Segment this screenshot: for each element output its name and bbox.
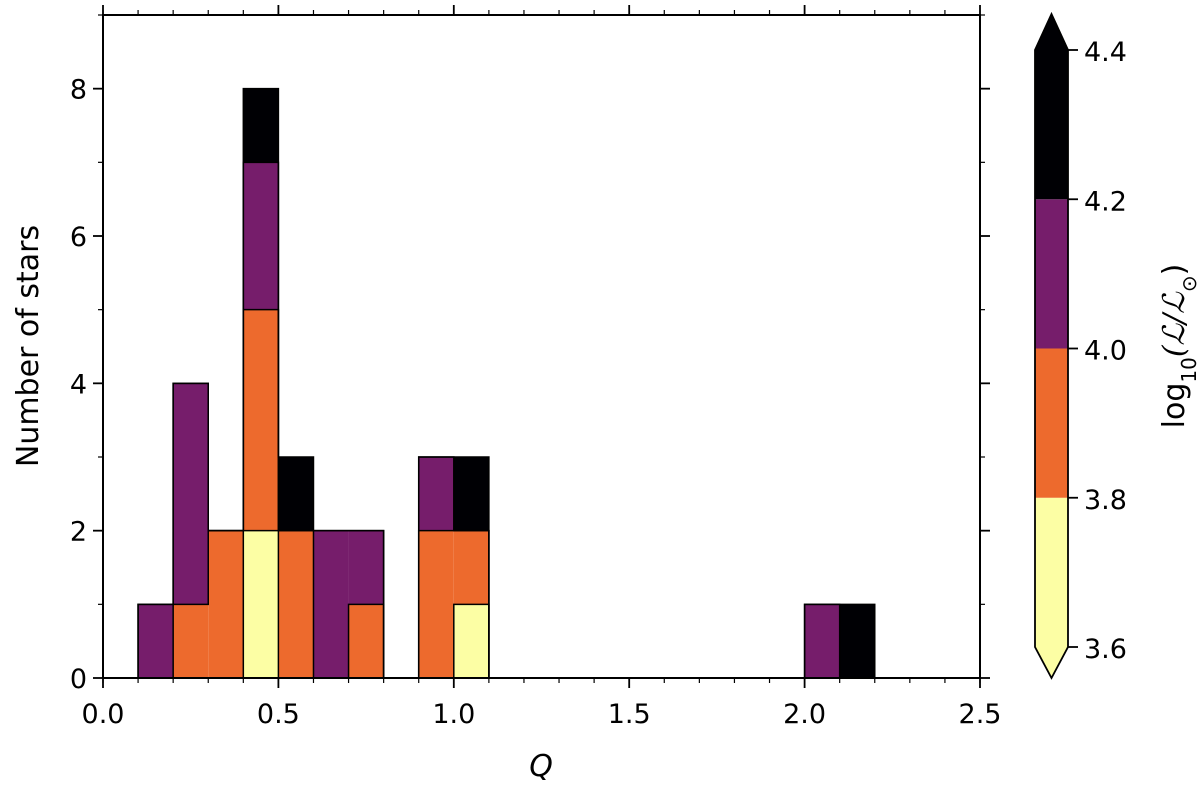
- bar-segment-3-5: [278, 457, 314, 531]
- x-tick-label: 2.0: [783, 699, 826, 730]
- bar-segment-3-4: [243, 88, 279, 163]
- colorbar-segment: [1035, 348, 1068, 498]
- bar-layer: [103, 87, 945, 679]
- colorbar-segment: [1035, 50, 1068, 200]
- x-tick-label: 2.5: [959, 699, 1002, 730]
- bar-outline-3: [103, 87, 945, 679]
- x-tick-label: 1.0: [432, 699, 475, 730]
- colorbar-tick-label: 4.0: [1084, 336, 1127, 367]
- colorbar: 3.6 3.8 4.0 4.2 4.4: [1034, 11, 1127, 680]
- bar-segment-2-7: [348, 530, 384, 605]
- bar-segment-1-9: [418, 530, 454, 678]
- x-tick-label: 1.5: [608, 699, 651, 730]
- bar-segment-2-9: [418, 457, 454, 531]
- bar-segment-1-5: [278, 530, 314, 678]
- bar-segment-2-4: [243, 162, 279, 310]
- bar-segment-1-10: [453, 530, 489, 605]
- x-tick-label: 0.0: [82, 699, 125, 730]
- colorbar-segment: [1035, 497, 1068, 647]
- colorbar-extend-min: [1035, 647, 1068, 678]
- bar-segment-2-2: [173, 383, 209, 605]
- colorbar-segment: [1035, 199, 1068, 349]
- bar-segment-2-20: [804, 604, 840, 678]
- y-tick-label: 8: [70, 75, 87, 106]
- bar-segment-3-10: [453, 457, 489, 531]
- colorbar-label: log10(ℒ/ℒ⊙): [1157, 264, 1200, 429]
- y-tick-label: 4: [70, 369, 87, 400]
- tick-layer: 0.0 0.5 1.0 1.5 2.0 2.5 0 2 4 6 8: [70, 5, 1002, 730]
- bar-segment-1-7: [348, 604, 384, 678]
- colorbar-tick-label: 4.2: [1084, 186, 1127, 217]
- colorbar-tick-label: 3.8: [1084, 485, 1127, 516]
- bar-segment-3-21: [839, 604, 875, 678]
- x-axis-label: Q: [529, 749, 553, 784]
- y-tick-label: 6: [70, 222, 87, 253]
- bar-segment-0-10: [453, 604, 489, 678]
- bar-segment-1-4: [243, 309, 279, 531]
- plot-frame: [102, 14, 981, 679]
- colorbar-tick-label: 3.6: [1084, 634, 1127, 665]
- colorbar-extend-max: [1035, 14, 1068, 50]
- bar-segment-1-2: [173, 604, 209, 678]
- y-axis-label: Number of stars: [11, 225, 46, 467]
- x-tick-label: 0.5: [257, 699, 300, 730]
- bar-segment-2-6: [313, 530, 349, 678]
- bar-segment-0-4: [243, 530, 279, 678]
- bar-segment-2-1: [138, 604, 174, 678]
- y-tick-label: 0: [70, 664, 87, 695]
- colorbar-tick-label: 4.4: [1084, 37, 1127, 68]
- bar-segment-1-3: [208, 530, 244, 678]
- y-tick-label: 2: [70, 517, 87, 548]
